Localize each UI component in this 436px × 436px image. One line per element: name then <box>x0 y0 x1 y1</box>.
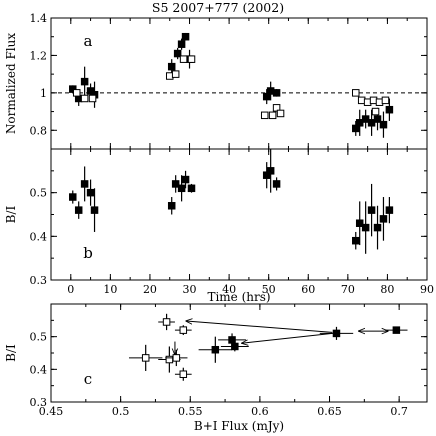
panel-a-point-filled <box>373 115 382 123</box>
panel-a-point-filled <box>272 89 281 97</box>
panel-a-point-open <box>371 107 380 116</box>
panel-c-letter: c <box>84 370 92 388</box>
panel-a-ytick-label: 1.4 <box>30 12 48 25</box>
panel-a-ytick-label: 0.8 <box>30 124 48 137</box>
panel-c-ytick-label: 0.5 <box>30 331 48 344</box>
panel-c-xtick-label: 0.45 <box>39 405 64 418</box>
panel-b-point-filled <box>181 175 190 184</box>
panel-b-frame <box>50 148 428 281</box>
panel-a-point-open <box>171 70 180 78</box>
panel-b-xtick-label: 20 <box>143 283 157 296</box>
panel-c-point-open <box>162 318 171 326</box>
panel-b-point-filled <box>355 219 364 227</box>
panel-c-ytick-label: 0.3 <box>30 396 48 409</box>
panel-b-xtick-label: 80 <box>380 283 394 296</box>
panel-b-ytick-label: 0.5 <box>30 187 48 200</box>
panel-c-arrow <box>242 332 333 343</box>
panel-b-point-filled <box>379 215 388 223</box>
panel-b-xtick-label: 60 <box>301 283 315 296</box>
panel-a-ytick-label: 1.2 <box>30 49 48 62</box>
panel-b-point-filled <box>187 184 196 193</box>
panel-c-xtick-label: 0.7 <box>390 405 408 418</box>
panel-a-point-filled <box>173 49 182 58</box>
panel-b-xtick-label: 50 <box>262 283 276 296</box>
panel-a-letter: a <box>84 32 93 50</box>
panel-b-point-filled <box>385 206 394 214</box>
panel-c-point-open <box>165 355 174 364</box>
panel-a-point-open <box>88 94 97 103</box>
panel-a-frame <box>50 17 428 150</box>
panel-b-point-filled <box>90 206 99 214</box>
panel-b-point-filled <box>80 180 89 188</box>
panel-a-point-filled <box>177 40 186 48</box>
panel-b-xtick-label: 90 <box>420 283 434 296</box>
panel-c-point-open <box>172 354 181 362</box>
panel-b-point-filled <box>74 206 83 214</box>
panel-c-point-open <box>141 354 150 362</box>
panel-c-point-filled <box>231 342 239 351</box>
panel-a-point-open <box>72 89 81 97</box>
panel-b-point-filled <box>171 180 180 188</box>
panel-c-point-filled <box>211 345 220 354</box>
panel-b-point-filled <box>86 188 95 197</box>
panel-b-point-filled <box>266 167 275 175</box>
panel-a-point-open <box>352 89 360 97</box>
panel-b-point-filled <box>262 171 271 179</box>
panel-b-xlabel: Time (hrs) <box>207 290 270 304</box>
panel-a-point-open <box>179 55 188 63</box>
panel-a-point-filled <box>167 62 176 71</box>
panel-a-point-open <box>80 94 89 103</box>
panel-b-xtick-label: 30 <box>183 283 197 296</box>
panel-c-xtick-label: 0.55 <box>178 405 203 418</box>
panel-a-point-filled <box>385 105 394 114</box>
panel-c-arrow <box>186 321 333 333</box>
figure-title: S5 2007+777 (2002) <box>152 0 284 15</box>
panel-a-point-filled <box>181 32 190 41</box>
panel-b-point-filled <box>361 223 370 232</box>
panel-c-point-open <box>179 370 188 378</box>
panel-a-point-open <box>276 109 285 118</box>
panel-b-point-filled <box>167 202 176 210</box>
panel-b-ytick-label: 0.3 <box>30 274 48 287</box>
panel-b-letter: b <box>83 244 93 262</box>
panel-a-ylabel: Normalized Flux <box>4 33 18 134</box>
panel-a-point-open <box>187 55 196 63</box>
panel-c-xlabel: B+I Flux (mJy) <box>194 419 284 433</box>
panel-b-ylabel: B/I <box>4 205 18 223</box>
panel-a-point-open <box>268 111 277 120</box>
panel-a-point-filled <box>262 92 271 101</box>
panel-a-point-filled <box>352 124 360 133</box>
panel-a-point-open <box>260 111 269 120</box>
panel-b-xtick-label: 10 <box>103 283 117 296</box>
panel-c-xtick-label: 0.65 <box>317 405 342 418</box>
panel-a-point-filled <box>80 77 89 86</box>
panel-c-xtick-label: 0.5 <box>112 405 130 418</box>
panel-c-frame <box>50 303 428 403</box>
panel-b-point-filled <box>367 206 376 214</box>
panel-b-ytick-label: 0.4 <box>30 230 48 243</box>
panel-c-point-open <box>179 326 188 334</box>
panel-c-point-filled <box>392 326 401 334</box>
panel-b-xtick-label: 70 <box>341 283 355 296</box>
plot-layer: 0.8 1 1.2 1.4 Normalized Flux a 0 10 20 30 40 50 60 7… <box>4 12 434 433</box>
panel-c-point-filled <box>332 329 341 338</box>
panel-c-ytick-label: 0.4 <box>30 363 48 376</box>
panel-b-point-filled <box>69 193 77 201</box>
panel-c-ylabel: B/I <box>4 344 18 362</box>
panel-c-xtick-label: 0.6 <box>251 405 269 418</box>
panel-a-point-open <box>381 96 390 105</box>
panel-a-point-filled <box>379 120 388 129</box>
panel-b-point-filled <box>272 180 281 188</box>
panel-b-xtick-label: 0 <box>67 283 74 296</box>
panel-b-point-filled <box>352 236 360 245</box>
panel-b-point-filled <box>373 223 382 232</box>
panel-a-point-open <box>272 104 281 112</box>
panel-a-ytick-label: 1 <box>40 87 47 100</box>
panel-b-point-filled <box>177 184 186 193</box>
panel-b-xtick-label: 40 <box>222 283 236 296</box>
